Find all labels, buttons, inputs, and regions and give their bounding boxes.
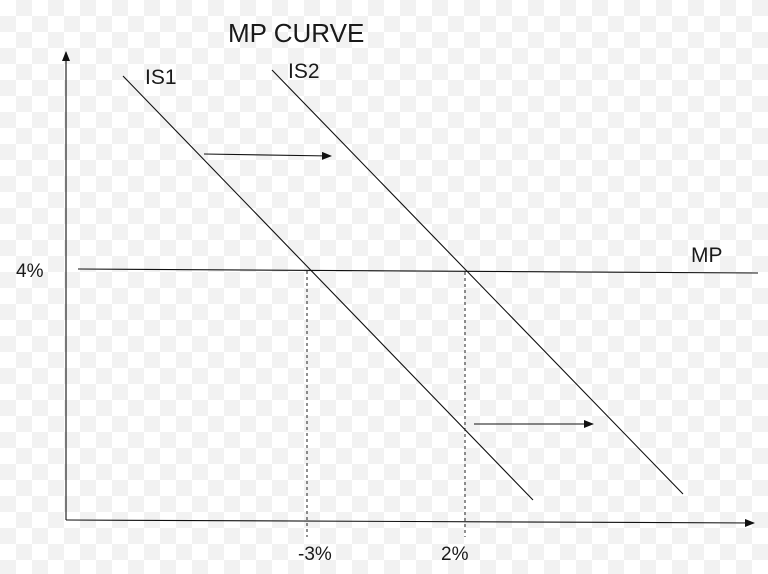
x-tick-label-2pct: 2% [441, 544, 469, 565]
is1-curve [122, 75, 534, 501]
x-axis [65, 518, 755, 527]
y-tick-label-4pct: 4% [16, 261, 44, 282]
is2-curve [271, 69, 684, 495]
x-tick-label-neg3pct: -3% [298, 544, 332, 565]
is1-label: IS1 [145, 66, 177, 89]
is2-label: IS2 [288, 60, 320, 83]
diagram-title: MP CURVE [228, 18, 364, 48]
upper-shift-arrow [203, 151, 332, 160]
mp-label: MP [691, 244, 723, 267]
mp-line [77, 268, 759, 274]
